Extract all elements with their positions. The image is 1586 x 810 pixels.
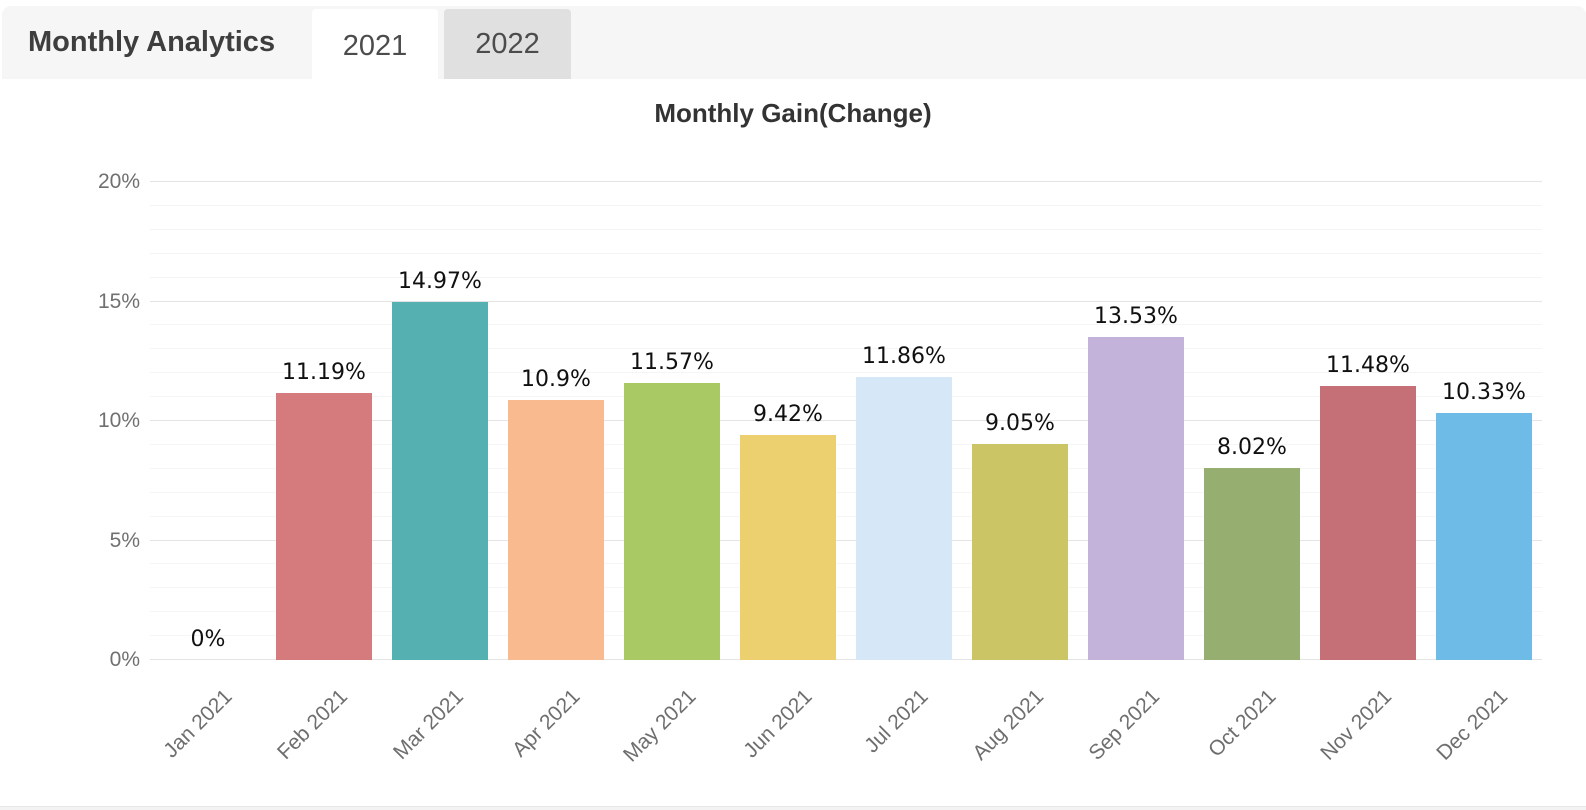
x-slot: Apr 2021	[498, 661, 614, 786]
bar-value-label: 13.53%	[1094, 303, 1178, 329]
minor-gridline	[150, 324, 1542, 326]
bar-value-label: 9.42%	[753, 401, 823, 427]
minor-gridline	[150, 276, 1542, 278]
major-gridline	[150, 539, 1542, 541]
x-tick-label: Aug 2021	[968, 685, 1049, 765]
bar-mar-2021[interactable]	[392, 302, 488, 660]
x-tick-label: Dec 2021	[1432, 685, 1513, 765]
bar-aug-2021[interactable]	[972, 443, 1068, 660]
tab-2022[interactable]: 2022	[444, 9, 571, 79]
y-axis: 0% 5% 10% 15% 20%	[55, 170, 140, 671]
y-tick-label: 20%	[97, 170, 140, 193]
bar-jul-2021[interactable]	[856, 376, 952, 660]
tab-2021[interactable]: 2021	[312, 9, 438, 82]
minor-gridline	[150, 611, 1542, 613]
bar-sep-2021[interactable]	[1088, 336, 1184, 660]
minor-gridline	[150, 563, 1542, 565]
bar-value-label: 10.9%	[521, 366, 591, 392]
x-tick-label: Apr 2021	[507, 685, 585, 762]
bar-slot: 8.02%	[1194, 182, 1310, 660]
x-tick-label: Oct 2021	[1203, 685, 1281, 762]
header-bar	[2, 6, 1586, 79]
x-slot: Nov 2021	[1310, 661, 1426, 786]
bar-slot: 13.53%	[1078, 182, 1194, 660]
bar-jun-2021[interactable]	[740, 434, 836, 660]
x-tick-label: Jul 2021	[859, 685, 933, 758]
minor-gridline	[150, 204, 1542, 206]
plot-area: 0% 11.19% 14.97% 10.9% 11.57% 9.42% 11.86% 9.05…	[150, 181, 1542, 660]
x-axis: Jan 2021 Feb 2021 Mar 2021 Apr 2021 May 2021…	[150, 661, 1542, 786]
y-tick-label: 5%	[109, 528, 140, 552]
minor-gridline	[150, 348, 1542, 350]
y-tick-label: 15%	[97, 289, 140, 313]
bar-slot: 14.97%	[382, 182, 498, 660]
x-slot: Feb 2021	[266, 661, 382, 786]
x-tick-label: Feb 2021	[273, 685, 353, 765]
bar-slot: 11.57%	[614, 182, 730, 660]
chart-title: Monthly Gain(Change)	[654, 98, 932, 128]
bar-value-label: 11.19%	[282, 359, 366, 385]
x-tick-label: Sep 2021	[1084, 685, 1165, 765]
bar-slot: 10.33%	[1426, 182, 1542, 660]
bar-slot: 9.42%	[730, 182, 846, 660]
minor-gridline	[150, 252, 1542, 254]
bar-slot: 9.05%	[962, 182, 1078, 660]
bars: 0% 11.19% 14.97% 10.9% 11.57% 9.42% 11.86% 9.05…	[150, 182, 1542, 660]
x-slot: Sep 2021	[1078, 661, 1194, 786]
bottom-edge-divider	[0, 806, 1586, 810]
major-gridline	[150, 300, 1542, 302]
minor-gridline	[150, 635, 1542, 637]
minor-gridline	[150, 587, 1542, 589]
page-title: Monthly Analytics	[28, 26, 276, 58]
x-slot: Jan 2021	[150, 661, 266, 786]
x-slot: Dec 2021	[1426, 661, 1542, 786]
x-tick-label: Jun 2021	[738, 685, 817, 763]
bar-feb-2021[interactable]	[276, 392, 372, 660]
gridlines	[150, 181, 1542, 660]
bar-value-label: 11.57%	[630, 350, 714, 376]
bar-apr-2021[interactable]	[508, 399, 604, 660]
x-tick-label: Nov 2021	[1316, 685, 1397, 765]
bar-slot: 11.48%	[1310, 182, 1426, 660]
bar-value-label: 0%	[190, 627, 226, 652]
y-tick-label: 10%	[97, 409, 140, 432]
bar-value-label: 8.02%	[1217, 435, 1287, 461]
x-tick-label: Jan 2021	[158, 685, 237, 763]
minor-gridline	[150, 491, 1542, 493]
x-tick-label: Mar 2021	[389, 685, 469, 764]
minor-gridline	[150, 467, 1542, 469]
major-gridline	[150, 659, 1542, 660]
x-slot: May 2021	[614, 661, 730, 786]
bar-slot: 0%	[150, 182, 266, 660]
bar-may-2021[interactable]	[624, 383, 720, 660]
bar-value-label: 11.86%	[862, 343, 946, 369]
x-slot: Jul 2021	[846, 661, 962, 786]
bar-value-label: 10.33%	[1442, 380, 1526, 406]
x-slot: Jun 2021	[730, 661, 846, 786]
bar-value-label: 11.48%	[1326, 352, 1410, 378]
y-tick-label: 0%	[109, 648, 140, 671]
bar-dec-2021[interactable]	[1436, 413, 1532, 660]
x-slot: Oct 2021	[1194, 661, 1310, 786]
minor-gridline	[150, 228, 1542, 230]
minor-gridline	[150, 396, 1542, 398]
bar-value-label: 9.05%	[985, 410, 1055, 436]
major-gridline	[150, 420, 1542, 421]
minor-gridline	[150, 372, 1542, 374]
bar-slot: 11.86%	[846, 182, 962, 660]
x-slot: Aug 2021	[962, 661, 1078, 786]
x-tick-label: May 2021	[618, 685, 701, 767]
minor-gridline	[150, 443, 1542, 445]
bar-oct-2021[interactable]	[1204, 468, 1300, 660]
minor-gridline	[150, 515, 1542, 517]
bar-value-label: 14.97%	[398, 269, 482, 295]
major-gridline	[150, 181, 1542, 182]
x-slot: Mar 2021	[382, 661, 498, 786]
bar-nov-2021[interactable]	[1320, 385, 1416, 660]
bar-slot: 11.19%	[266, 182, 382, 660]
bar-slot: 10.9%	[498, 182, 614, 660]
